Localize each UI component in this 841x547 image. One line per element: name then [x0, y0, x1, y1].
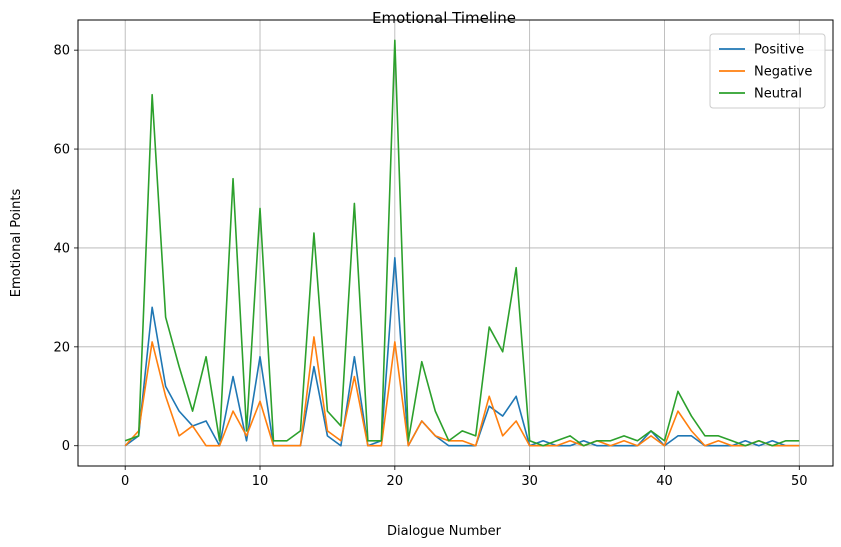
chart-title: Emotional Timeline: [372, 9, 516, 27]
legend-label-positive: Positive: [754, 43, 804, 58]
legend: Positive Negative Neutral: [709, 33, 826, 109]
series-line-negative: [124, 336, 800, 447]
plot-frame: [77, 19, 834, 467]
series-lines: [124, 39, 800, 447]
series-line-neutral: [124, 39, 800, 447]
y-tick-label: 60: [53, 143, 70, 158]
y-tick-label: 40: [53, 241, 70, 256]
x-tick-label: 20: [387, 474, 404, 489]
x-tick-label: 10: [252, 474, 269, 489]
x-tick-label: 40: [656, 474, 673, 489]
legend-label-negative: Negative: [754, 65, 812, 80]
y-tick-label: 80: [53, 44, 70, 59]
axis-ticks: 0 10 20 30 40 50 0 20 40 60 80: [53, 44, 807, 489]
x-axis-title: Dialogue Number: [387, 524, 502, 539]
y-tick-label: 20: [53, 340, 70, 355]
legend-label-neutral: Neutral: [754, 87, 802, 102]
series-line-positive: [124, 257, 800, 447]
x-tick-label: 50: [791, 474, 808, 489]
y-axis-title: Emotional Points: [9, 189, 24, 298]
y-tick-label: 0: [62, 439, 70, 454]
x-tick-label: 0: [121, 474, 129, 489]
x-tick-label: 30: [521, 474, 538, 489]
legend-box: [709, 33, 826, 109]
